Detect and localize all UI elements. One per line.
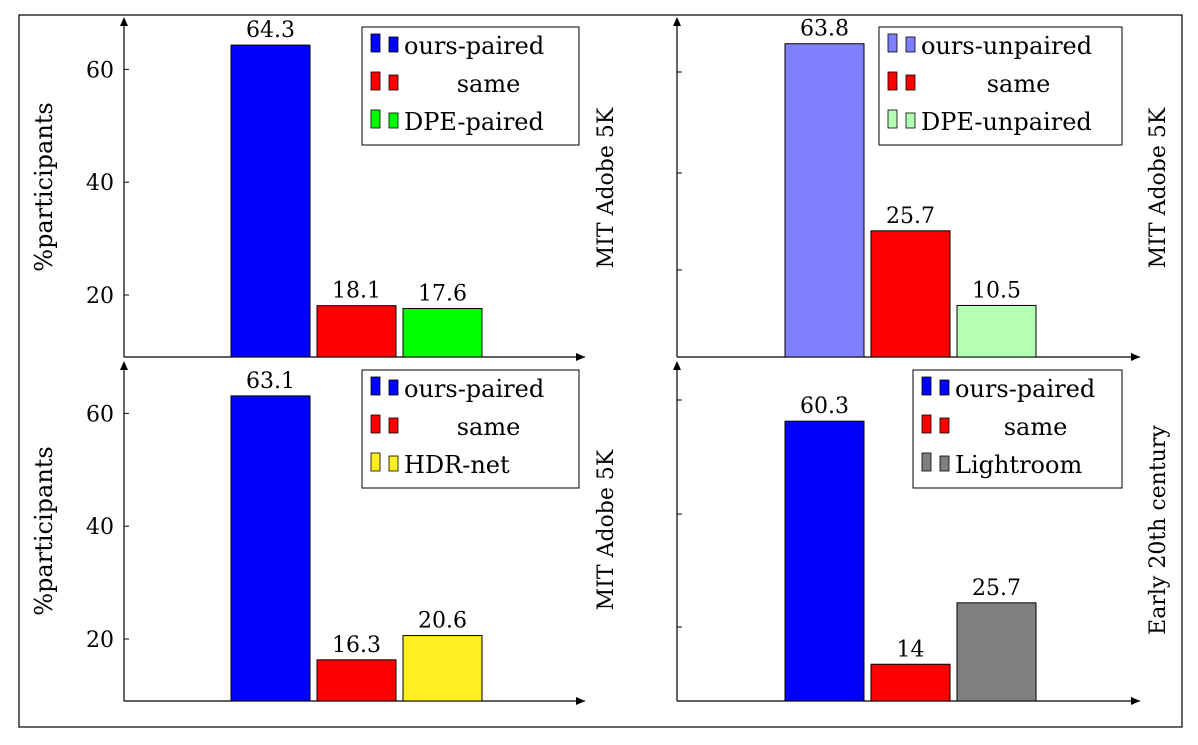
data-label: 14 xyxy=(897,637,925,662)
legend-entry: ours-unpaired xyxy=(921,32,1092,60)
legend: ours-paired same DPE-paired xyxy=(361,26,580,146)
legend-swatch xyxy=(370,33,381,53)
data-label: 16.3 xyxy=(332,633,381,658)
y-axis-arrow xyxy=(673,361,681,370)
legend-swatch xyxy=(939,455,950,472)
dataset-label: MIT Adobe 5K xyxy=(594,107,619,268)
legend-swatch xyxy=(939,417,950,434)
bar-hdr-net xyxy=(402,635,483,702)
legend-swatch xyxy=(388,379,399,396)
bar-same xyxy=(316,659,397,702)
legend-entry: ours-paired xyxy=(404,375,544,403)
y-axis-arrow xyxy=(673,17,681,26)
legend: ours-unpaired same DPE-unpaired xyxy=(878,26,1123,146)
y-tick-label: 60 xyxy=(86,402,114,427)
legend-swatch xyxy=(921,376,932,396)
legend-entry: same xyxy=(457,413,521,441)
legend: ours-paired same HDR-net xyxy=(361,369,580,489)
legend-swatch xyxy=(370,109,381,129)
y-tick-label: 40 xyxy=(86,171,114,196)
legend-swatch xyxy=(370,71,381,91)
y-axis-arrow xyxy=(120,17,128,26)
legend-swatch xyxy=(388,112,399,129)
legend-swatch xyxy=(905,36,916,53)
legend-swatch xyxy=(905,74,916,91)
bar-ours-paired xyxy=(784,420,865,702)
data-label: 17.6 xyxy=(418,281,467,306)
chart-panel-1: 20 40 60 64.3 18.1 17.6 %participants MIT Adobe… xyxy=(30,17,619,361)
legend-entry: HDR-net xyxy=(404,451,510,479)
legend-swatch xyxy=(370,414,381,434)
data-label: 63.8 xyxy=(800,17,849,42)
bar-ours-paired xyxy=(230,395,311,702)
legend-entry: same xyxy=(987,70,1051,98)
data-label: 10.5 xyxy=(972,278,1021,303)
chart-panel-2: 63.8 25.7 10.5 MIT Adobe 5K ours-unpaired sam… xyxy=(673,17,1171,361)
legend-swatch xyxy=(388,74,399,91)
x-axis-arrow xyxy=(1131,353,1140,361)
y-axis-arrow xyxy=(120,361,128,370)
legend-swatch xyxy=(370,376,381,396)
bar-ours-unpaired xyxy=(784,43,865,358)
y-axis-title: %participants xyxy=(30,446,58,615)
bar-same xyxy=(870,230,951,358)
y-axis-title: %participants xyxy=(30,102,58,271)
bar-ours-paired xyxy=(230,44,311,358)
legend-entry: same xyxy=(457,70,521,98)
legend-swatch xyxy=(887,33,898,53)
data-label: 25.7 xyxy=(972,576,1021,601)
legend-swatch xyxy=(388,455,399,472)
data-label: 60.3 xyxy=(800,394,849,419)
legend-entry: Lightroom xyxy=(955,451,1082,479)
dataset-label: MIT Adobe 5K xyxy=(1146,107,1171,268)
legend-swatch xyxy=(887,109,898,129)
dataset-label: MIT Adobe 5K xyxy=(594,449,619,610)
legend-entry: same xyxy=(1004,413,1068,441)
legend-swatch xyxy=(388,417,399,434)
legend-entry: DPE-paired xyxy=(404,108,544,136)
legend-swatch xyxy=(939,379,950,396)
x-axis-arrow xyxy=(1131,697,1140,705)
figure-border xyxy=(18,14,1183,728)
legend: ours-paired same Lightroom xyxy=(912,369,1123,489)
y-tick-label: 60 xyxy=(86,58,114,83)
data-label: 20.6 xyxy=(418,609,467,634)
legend-entry: ours-paired xyxy=(955,375,1095,403)
y-tick-label: 20 xyxy=(86,284,114,309)
legend-swatch xyxy=(921,452,932,472)
legend-entry: DPE-unpaired xyxy=(921,108,1092,136)
legend-entry: ours-paired xyxy=(404,32,544,60)
dataset-label: Early 20th century xyxy=(1146,425,1171,635)
chart-panel-3: 20 40 60 63.1 16.3 20.6 %participants MIT Adobe… xyxy=(30,361,619,705)
chart-panel-4: 60.3 14 25.7 Early 20th century ours-paired s… xyxy=(673,361,1171,705)
legend-swatch xyxy=(370,452,381,472)
bar-dpe-unpaired xyxy=(956,304,1037,358)
legend-swatch xyxy=(887,71,898,91)
bar-same xyxy=(316,305,397,358)
x-axis-arrow xyxy=(576,697,585,705)
y-tick-label: 20 xyxy=(86,628,114,653)
data-label: 25.7 xyxy=(886,204,935,229)
bar-lightroom xyxy=(956,602,1037,702)
x-axis-arrow xyxy=(576,353,585,361)
bar-dpe-paired xyxy=(402,307,483,358)
y-tick-label: 40 xyxy=(86,515,114,540)
data-label: 63.1 xyxy=(246,369,295,394)
data-label: 18.1 xyxy=(332,279,381,304)
legend-box xyxy=(878,26,1123,146)
legend-swatch xyxy=(905,112,916,129)
data-label: 64.3 xyxy=(246,18,295,43)
legend-swatch xyxy=(388,36,399,53)
legend-swatch xyxy=(921,414,932,434)
bar-same xyxy=(870,663,951,702)
